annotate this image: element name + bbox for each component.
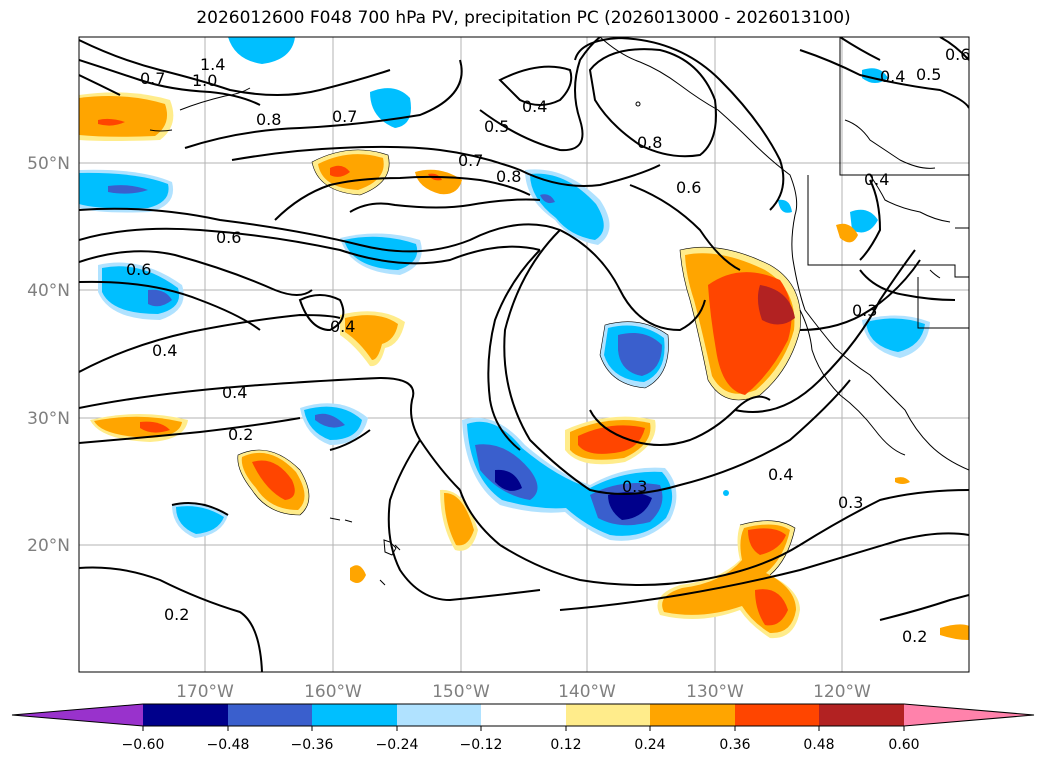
latitude-labels: 50°N 40°N 30°N 20°N (27, 154, 70, 556)
colorbar-tick-label: −0.24 (376, 737, 419, 753)
lat-label: 40°N (27, 281, 70, 301)
pv-contour-label: 0.4 (864, 170, 889, 189)
colorbar-extend-low (12, 704, 143, 726)
colorbar-segment (312, 704, 397, 726)
colorbar-segment (228, 704, 312, 726)
pv-contour-label: 0.5 (916, 65, 941, 84)
pv-contour-label: 0.4 (522, 97, 547, 116)
pv-contour-label: 1.0 (192, 71, 217, 90)
coastlines (149, 37, 969, 586)
pv-contour-label: 0.6 (676, 178, 701, 197)
colorbar-segment (650, 704, 735, 726)
lon-label: 140°W (558, 682, 616, 702)
lon-label: 150°W (432, 682, 490, 702)
colorbar-extend-high (904, 704, 1034, 726)
lon-label: 160°W (304, 682, 362, 702)
pv-contour-label: 0.6 (945, 45, 970, 64)
lat-label: 20°N (27, 536, 70, 556)
pv-contour-label: 0.4 (880, 67, 905, 86)
pv-contour-label: 1.4 (200, 55, 225, 74)
colorbar-tick-label: 0.60 (888, 737, 919, 753)
longitude-labels: 170°W 160°W 150°W 140°W 130°W 120°W (176, 682, 871, 702)
map-title: 2026012600 F048 700 hPa PV, precipitatio… (196, 8, 851, 28)
pv-contour-label: 0.8 (637, 133, 662, 152)
colorbar: −0.60 −0.48 −0.36 −0.24 −0.12 0.12 0.24 … (11, 703, 1035, 753)
precipitation-shading (79, 37, 969, 640)
pv-contours (79, 37, 969, 672)
pv-contour-label: 0.4 (222, 383, 247, 402)
pv-contour-labels: 1.4 1.0 0.7 0.8 0.7 0.5 0.4 0.8 0.7 0.8 … (126, 45, 970, 646)
pv-contour-label: 0.4 (152, 341, 177, 360)
colorbar-tick-label: −0.36 (291, 737, 334, 753)
lon-label: 130°W (686, 682, 744, 702)
colorbar-segment (481, 704, 566, 726)
pv-contour-label: 0.2 (164, 605, 189, 624)
pv-contour-label: 0.7 (332, 107, 357, 126)
colorbar-tick-label: 0.48 (803, 737, 834, 753)
lat-label: 50°N (27, 154, 70, 174)
pv-contour-label: 0.4 (768, 465, 793, 484)
pv-contour-label: 0.4 (330, 317, 355, 336)
pv-contour-label: 0.6 (216, 228, 241, 247)
pv-contour-label: 0.8 (496, 167, 521, 186)
map-frame (78, 36, 970, 673)
colorbar-tick-label: 0.12 (550, 737, 581, 753)
pv-contour-label: 0.3 (852, 301, 877, 320)
colorbar-segment (397, 704, 481, 726)
lon-label: 120°W (813, 682, 871, 702)
pv-contour-label: 0.2 (902, 627, 927, 646)
precip-outlines (237, 149, 801, 576)
colorbar-tick-label: 0.24 (634, 737, 665, 753)
colorbar-segment (566, 704, 650, 726)
colorbar-segment (143, 704, 228, 726)
gridlines (79, 37, 969, 672)
pv-contour-label: 0.3 (838, 493, 863, 512)
colorbar-tick-label: −0.48 (207, 737, 250, 753)
colorbar-segment (735, 704, 819, 726)
pv-contour-label: 0.5 (484, 117, 509, 136)
colorbar-tick-label: 0.36 (719, 737, 750, 753)
colorbar-tick-label: −0.12 (460, 737, 503, 753)
pv-contour-label: 0.6 (126, 260, 151, 279)
pv-contour-label: 0.8 (256, 110, 281, 129)
lon-label: 170°W (176, 682, 234, 702)
lat-label: 30°N (27, 409, 70, 429)
pv-contour-label: 0.3 (622, 477, 647, 496)
colorbar-tick-label: −0.60 (122, 737, 165, 753)
pv-contour-label: 0.7 (140, 69, 165, 88)
pv-contour-label: 0.2 (228, 425, 253, 444)
pv-contour-label: 0.7 (458, 151, 483, 170)
colorbar-segment (819, 704, 904, 726)
